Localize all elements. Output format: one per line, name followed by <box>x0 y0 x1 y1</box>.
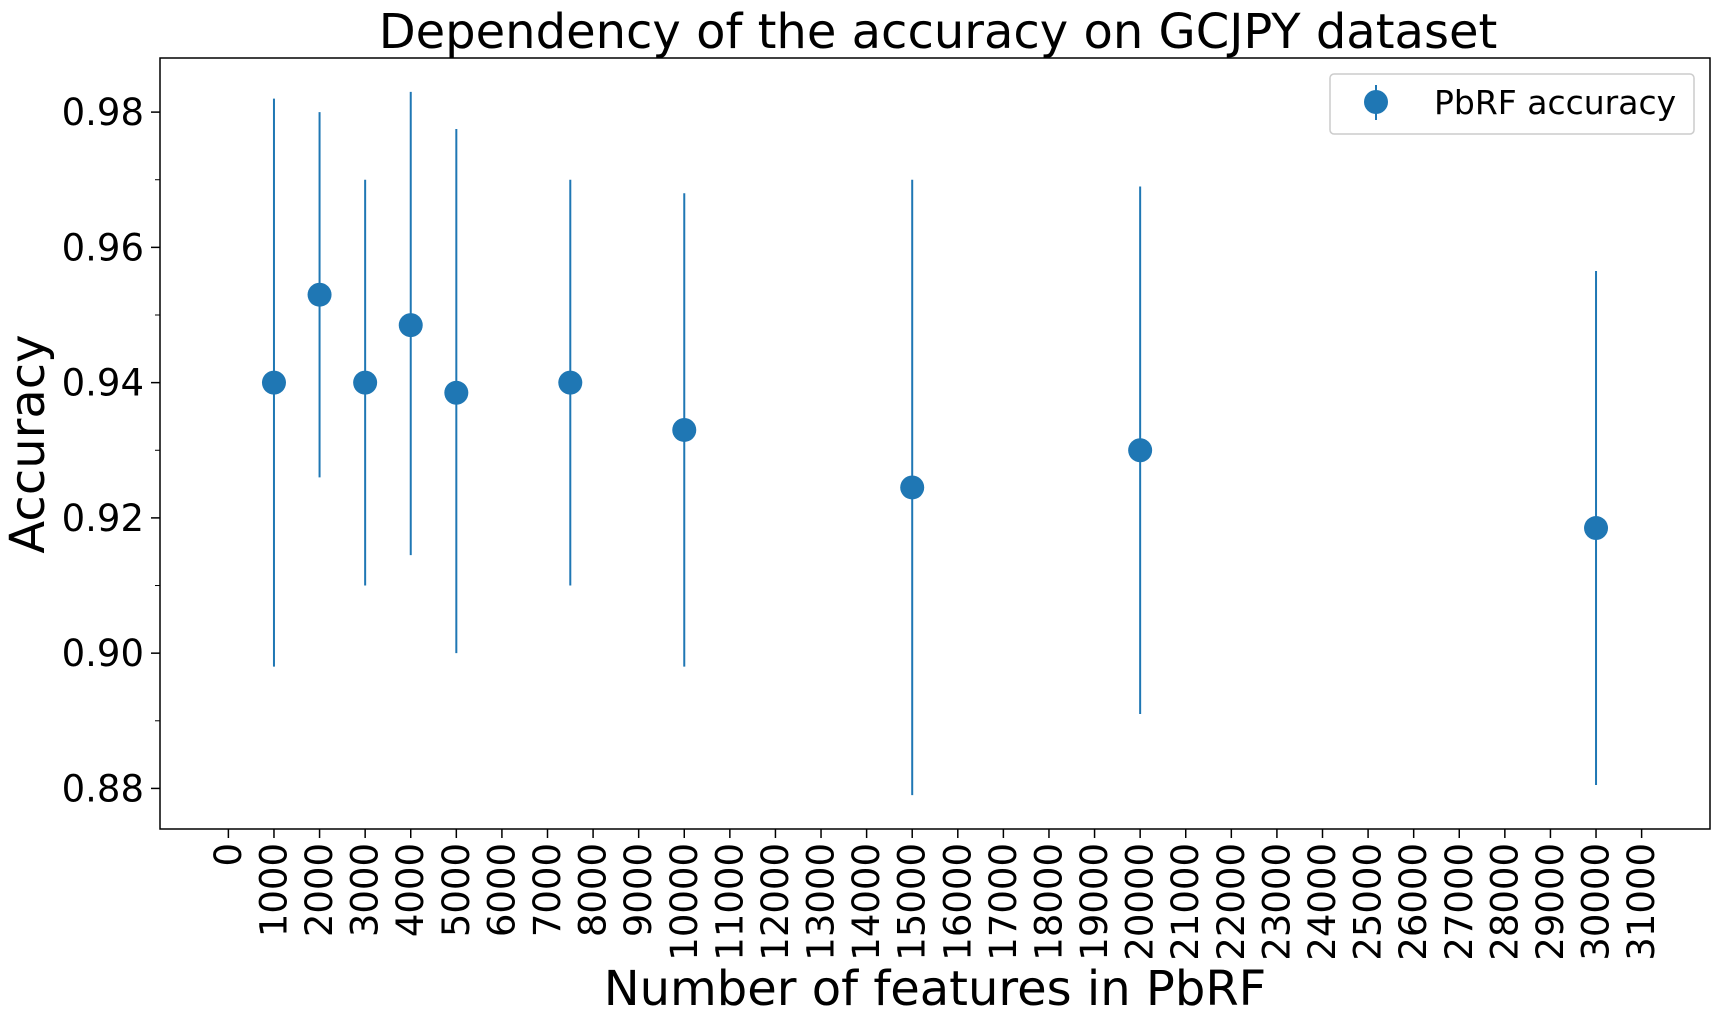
x-tick-label: 5000 <box>435 843 478 937</box>
x-tick-label: 9000 <box>617 843 660 937</box>
x-tick-label: 22000 <box>1210 843 1253 961</box>
data-point <box>444 380 469 405</box>
x-tick-label: 27000 <box>1438 843 1481 961</box>
legend-box <box>1329 73 1695 135</box>
x-tick-label: 12000 <box>754 843 797 961</box>
legend-label: PbRF accuracy <box>1434 83 1676 122</box>
data-point <box>558 370 583 395</box>
x-tick-label: 2000 <box>298 843 341 937</box>
chart-title: Dependency of the accuracy on GCJPY data… <box>379 4 1498 60</box>
x-tick-label: 16000 <box>936 843 979 961</box>
x-tick-label: 19000 <box>1073 843 1116 961</box>
x-tick-label: 10000 <box>663 843 706 961</box>
x-tick-label: 14000 <box>845 843 888 961</box>
y-tick-label: 0.90 <box>62 632 144 675</box>
data-point <box>1584 516 1609 541</box>
x-tick-label: 0 <box>207 843 250 867</box>
x-tick-label: 13000 <box>800 843 843 961</box>
x-tick-label: 6000 <box>480 843 523 937</box>
x-tick-label: 30000 <box>1575 843 1618 961</box>
y-tick-label: 0.96 <box>62 226 144 269</box>
data-point <box>307 282 332 307</box>
x-tick-label: 20000 <box>1119 843 1162 961</box>
data-point <box>672 417 697 442</box>
data-point <box>261 370 286 395</box>
x-tick-label: 25000 <box>1347 843 1390 961</box>
legend: PbRF accuracy <box>1329 73 1695 135</box>
x-tick-label: 31000 <box>1620 843 1663 961</box>
y-tick-label: 0.88 <box>62 767 144 810</box>
x-tick-label: 15000 <box>891 843 934 961</box>
data-points <box>261 282 1609 541</box>
data-point <box>1128 438 1153 463</box>
x-tick-label: 24000 <box>1301 843 1344 961</box>
y-tick-label: 0.94 <box>62 362 144 405</box>
y-tick-label: 0.98 <box>62 91 144 134</box>
x-tick-label: 28000 <box>1483 843 1526 961</box>
data-point <box>398 313 423 338</box>
x-tick-label: 29000 <box>1529 843 1572 961</box>
x-tick-label: 11000 <box>708 843 751 961</box>
y-tick-label: 0.92 <box>62 497 144 540</box>
x-tick-label: 7000 <box>526 843 569 937</box>
x-tick-label: 3000 <box>344 843 387 937</box>
x-axis-label: Number of features in PbRF <box>604 961 1267 1017</box>
y-axis: 0.88 0.90 0.92 0.94 0.96 0.98 <box>62 91 160 810</box>
x-tick-label: 23000 <box>1255 843 1298 961</box>
plot-area: 0 1000 2000 3000 4000 5000 6000 7000 8000 9000 100… <box>62 57 1711 961</box>
x-tick-label: 18000 <box>1027 843 1070 961</box>
x-tick-label: 21000 <box>1164 843 1207 961</box>
x-tick-label: 4000 <box>389 843 432 937</box>
x-axis: 0 1000 2000 3000 4000 5000 6000 7000 8000 9000 100… <box>207 829 1663 961</box>
legend-marker <box>1364 90 1388 114</box>
data-point <box>900 475 925 500</box>
error-bars <box>272 91 1598 796</box>
x-tick-label: 8000 <box>572 843 615 937</box>
data-point <box>353 370 378 395</box>
y-axis-label: Accuracy <box>0 334 56 553</box>
x-tick-label: 1000 <box>252 843 295 937</box>
x-tick-label: 17000 <box>982 843 1025 961</box>
x-tick-label: 26000 <box>1392 843 1435 961</box>
plot-frame <box>159 57 1711 830</box>
